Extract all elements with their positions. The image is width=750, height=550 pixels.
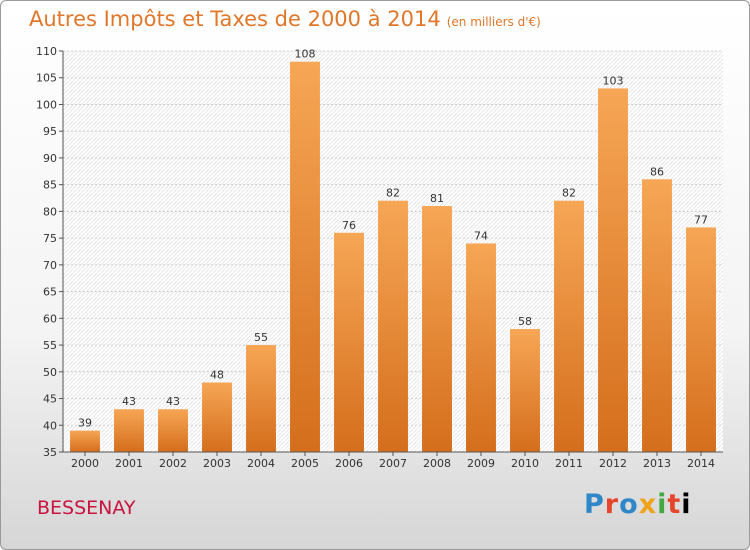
gridlines [63, 50, 723, 426]
x-tick-label: 2002 [159, 457, 187, 470]
value-label: 81 [430, 192, 444, 205]
bar [202, 382, 232, 452]
y-tick-label: 110 [36, 45, 57, 58]
bar [466, 243, 496, 452]
value-label: 103 [603, 74, 624, 87]
y-tick-label: 100 [36, 98, 57, 111]
value-label: 77 [694, 213, 708, 226]
value-label: 55 [254, 331, 268, 344]
x-tick-label: 2010 [511, 457, 539, 470]
chart-title-text: Autres Impôts et Taxes de 2000 à 2014 [29, 7, 441, 31]
bar [598, 88, 628, 452]
value-label: 82 [386, 187, 400, 200]
x-tick-label: 2000 [71, 457, 99, 470]
bar [422, 206, 452, 452]
proxiti-logo: Proxiti [584, 489, 692, 520]
value-label: 43 [122, 395, 136, 408]
y-tick-label: 40 [43, 419, 57, 432]
bar [686, 227, 716, 452]
x-tick-label: 2012 [599, 457, 627, 470]
y-tick-label: 55 [43, 339, 57, 352]
value-label: 74 [474, 229, 488, 242]
x-tick-label: 2001 [115, 457, 143, 470]
bar [70, 430, 100, 452]
bars [70, 61, 716, 453]
bar [290, 61, 320, 453]
chart-subtitle: (en milliers d'€) [446, 15, 541, 29]
y-tick-label: 80 [43, 205, 57, 218]
y-tick-label: 105 [36, 72, 57, 85]
bar [158, 409, 188, 452]
value-label: 39 [78, 417, 92, 430]
x-tick-label: 2007 [379, 457, 407, 470]
y-tick-label: 45 [43, 393, 57, 406]
value-label: 43 [166, 395, 180, 408]
y-tick-label: 35 [43, 446, 57, 459]
bar [554, 200, 584, 452]
x-tick-label: 2003 [203, 457, 231, 470]
y-tick-label: 65 [43, 286, 57, 299]
y-tick-label: 90 [43, 152, 57, 165]
chart-title: Autres Impôts et Taxes de 2000 à 2014 (en… [29, 7, 541, 31]
x-tick-label: 2013 [643, 457, 671, 470]
bar [510, 329, 540, 452]
value-labels: 39 43 43 48 55 108 76 82 81 74 58 82 103 86 77 [78, 48, 708, 430]
y-axis-ticks: 35 40 45 50 55 60 65 70 75 80 85 90 95 100 105 110 [36, 45, 63, 459]
y-tick-label: 50 [43, 366, 57, 379]
bar [334, 232, 364, 452]
bar [246, 345, 276, 452]
y-tick-label: 60 [43, 312, 57, 325]
y-tick-label: 75 [43, 232, 57, 245]
place-name: BESSENAY [37, 497, 136, 519]
value-label: 76 [342, 219, 356, 232]
bar [114, 409, 144, 452]
value-label: 58 [518, 315, 532, 328]
bar [378, 200, 408, 452]
value-label: 48 [210, 368, 224, 381]
y-tick-label: 95 [43, 125, 57, 138]
x-axis-ticks: 2000 2001 2002 2003 2004 2005 2006 2007 2008 2009… [71, 452, 715, 470]
x-tick-label: 2006 [335, 457, 363, 470]
y-tick-label: 85 [43, 179, 57, 192]
x-tick-label: 2011 [555, 457, 583, 470]
value-label: 108 [295, 48, 316, 61]
value-label: 86 [650, 165, 664, 178]
x-tick-label: 2008 [423, 457, 451, 470]
x-tick-label: 2014 [687, 457, 715, 470]
bar [642, 179, 672, 452]
y-tick-label: 70 [43, 259, 57, 272]
x-tick-label: 2004 [247, 457, 275, 470]
x-tick-label: 2009 [467, 457, 495, 470]
x-tick-label: 2005 [291, 457, 319, 470]
value-label: 82 [562, 187, 576, 200]
